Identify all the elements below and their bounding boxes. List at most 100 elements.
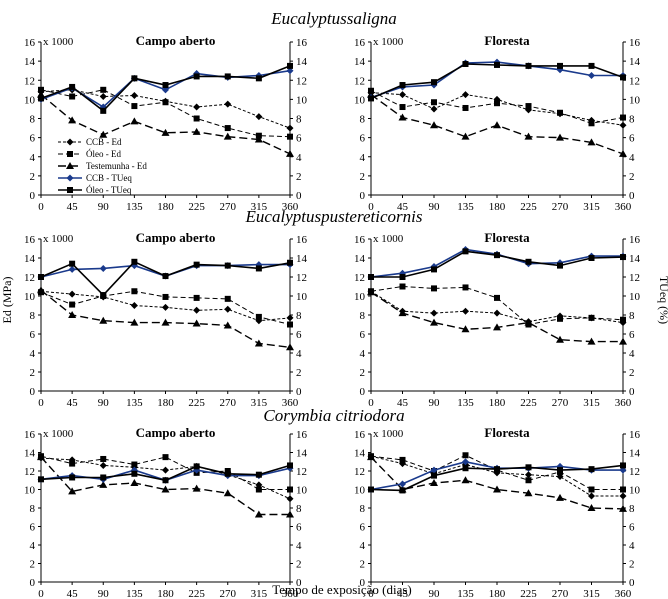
y-left-tick-label: 2 (360, 559, 366, 571)
data-point (557, 109, 563, 116)
x-tick-label: 270 (552, 397, 569, 409)
y-left-tick-label: 2 (30, 559, 36, 571)
x-tick-label: 90 (429, 201, 441, 213)
data-point (461, 325, 470, 333)
data-point (68, 116, 77, 124)
y-left-tick-label: 10 (24, 94, 36, 106)
series-2 (367, 288, 627, 345)
series-2 (37, 286, 294, 351)
y-left-tick-label: 8 (30, 114, 36, 126)
data-point (69, 460, 76, 467)
x-tick-label: 45 (67, 588, 79, 599)
data-point (493, 323, 501, 331)
data-point (131, 75, 138, 82)
data-point (162, 303, 169, 311)
data-point (556, 493, 564, 501)
y-right-tick-label: 6 (296, 133, 302, 145)
scale-label: x 1000 (43, 233, 74, 245)
data-point (254, 135, 263, 143)
series-0 (367, 287, 627, 327)
data-point (255, 471, 262, 478)
data-point (286, 510, 294, 518)
data-point (224, 262, 231, 269)
x-tick-label: 0 (368, 588, 374, 599)
x-tick-label: 360 (282, 397, 299, 409)
y-right-tick-label: 16 (629, 234, 641, 246)
series-line (40, 456, 290, 516)
data-point (620, 254, 626, 261)
data-point (619, 492, 627, 500)
data-point (68, 487, 77, 495)
y-left-tick-label: 8 (30, 503, 36, 515)
legend-marker (67, 187, 73, 193)
y-left-tick-label: 8 (30, 310, 36, 322)
y-right-tick-label: 4 (629, 540, 635, 552)
y-left-tick-label: 4 (30, 152, 36, 164)
x-tick-label: 225 (188, 397, 205, 409)
x-tick-label: 315 (251, 588, 268, 599)
data-point (431, 79, 437, 86)
y-left-tick-label: 4 (360, 348, 366, 360)
data-point (287, 133, 293, 140)
data-point (588, 492, 595, 500)
svg-text:Testemunha - Ed: Testemunha - Ed (86, 161, 147, 171)
data-point (525, 103, 532, 110)
data-point (287, 462, 293, 469)
legend-item-oleo-tueq: Óleo - TUeq (58, 185, 132, 195)
y-right-tick-label: 6 (296, 329, 302, 341)
data-point (462, 60, 469, 67)
y-right-tick-label: 6 (629, 329, 635, 341)
x-tick-label: 225 (520, 201, 537, 213)
y-left-tick-label: 2 (360, 367, 366, 379)
data-point (462, 104, 469, 111)
y-left-tick-label: 10 (24, 291, 36, 303)
data-point (161, 128, 170, 136)
svg-text:CCB - TUeq: CCB - TUeq (86, 173, 132, 183)
y-right-tick-label: 6 (629, 133, 635, 145)
svg-text:Óleo - Ed: Óleo - Ed (86, 149, 121, 159)
data-point (224, 295, 231, 302)
data-point (130, 117, 139, 125)
svg-text:CCB - Ed: CCB - Ed (86, 137, 122, 147)
x-tick-label: 315 (251, 397, 268, 409)
data-point (38, 86, 44, 93)
data-point (286, 495, 294, 503)
data-point (223, 321, 232, 329)
data-point (399, 274, 406, 280)
y-right-tick-label: 16 (629, 37, 641, 49)
data-point (461, 476, 470, 484)
data-point (587, 138, 596, 146)
legend: CCB - Ed Óleo - Ed Testemunha - Ed CCB -… (58, 137, 147, 195)
data-point (430, 309, 438, 317)
x-tick-label: 270 (220, 397, 237, 409)
data-point (588, 255, 595, 261)
scale-label: x 1000 (43, 36, 74, 48)
x-tick-label: 45 (397, 201, 409, 213)
x-tick-label: 90 (429, 588, 441, 599)
data-point (525, 258, 532, 265)
data-point (255, 113, 263, 121)
data-point (286, 343, 294, 351)
data-point (398, 309, 407, 317)
series-2 (37, 453, 294, 518)
x-tick-label: 90 (98, 397, 110, 409)
y-right-tick-label: 8 (629, 310, 635, 322)
data-point (99, 130, 108, 138)
legend-marker (66, 138, 74, 146)
data-point (131, 461, 138, 468)
data-point (130, 302, 138, 309)
y-left-tick-label: 4 (360, 152, 366, 164)
data-point (619, 149, 627, 157)
data-point (462, 307, 469, 315)
y-right-tick-label: 0 (296, 190, 302, 202)
y-right-tick-label: 4 (296, 348, 302, 360)
data-point (99, 316, 108, 324)
species-title-saligna: Eucalyptussaligna (270, 9, 397, 28)
data-point (494, 252, 500, 259)
y-left-tick-label: 8 (360, 310, 366, 322)
y-left-tick-label: 14 (354, 253, 366, 265)
y-right-tick-label: 14 (296, 56, 308, 68)
y-right-tick-label: 8 (296, 114, 302, 126)
data-point (192, 319, 201, 327)
y-right-tick-label: 4 (629, 152, 635, 164)
